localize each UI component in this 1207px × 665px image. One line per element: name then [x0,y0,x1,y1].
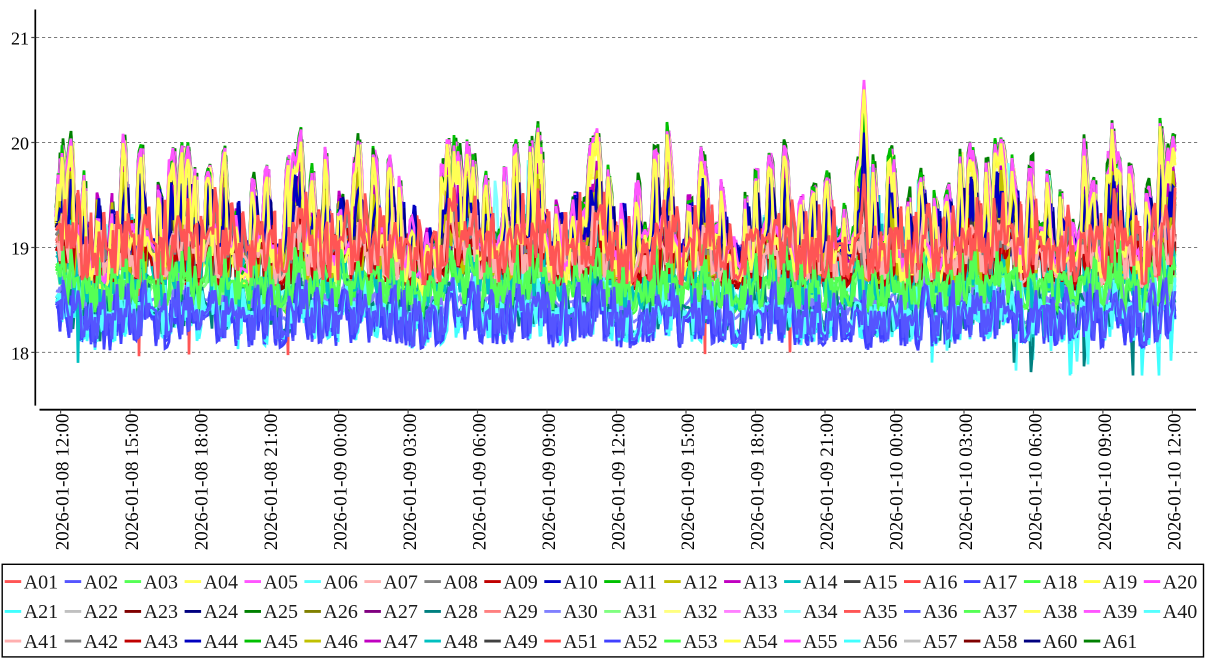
svg-text:A23: A23 [144,601,178,623]
svg-text:A07: A07 [383,571,417,593]
svg-text:A19: A19 [1103,571,1137,593]
svg-text:A41: A41 [24,631,58,653]
svg-text:2026-01-08 21:00: 2026-01-08 21:00 [261,414,282,551]
svg-text:A57: A57 [923,631,957,653]
svg-text:A49: A49 [503,631,537,653]
svg-text:A21: A21 [24,601,58,623]
svg-text:A34: A34 [803,601,837,623]
svg-text:A05: A05 [264,571,298,593]
svg-text:A31: A31 [623,601,657,623]
svg-text:A46: A46 [323,631,357,653]
svg-text:A15: A15 [863,571,897,593]
svg-text:A13: A13 [743,571,777,593]
svg-text:A02: A02 [84,571,118,593]
svg-text:A18: A18 [1043,571,1077,593]
svg-text:A16: A16 [923,571,957,593]
svg-text:A17: A17 [983,571,1017,593]
svg-text:A54: A54 [743,631,777,653]
svg-text:A32: A32 [683,601,717,623]
svg-text:2026-01-09 03:00: 2026-01-09 03:00 [400,414,421,551]
svg-text:A56: A56 [863,631,897,653]
svg-text:A08: A08 [443,571,477,593]
svg-text:A03: A03 [144,571,178,593]
svg-text:2026-01-09 00:00: 2026-01-09 00:00 [331,414,352,551]
svg-text:A25: A25 [264,601,298,623]
svg-text:2026-01-10 09:00: 2026-01-10 09:00 [1095,414,1116,551]
svg-text:2026-01-09 12:00: 2026-01-09 12:00 [608,414,629,551]
svg-text:18: 18 [11,343,29,363]
svg-text:A01: A01 [24,571,58,593]
svg-text:2026-01-10 00:00: 2026-01-10 00:00 [886,414,907,551]
svg-text:A28: A28 [443,601,477,623]
svg-text:A52: A52 [623,631,657,653]
svg-text:2026-01-08 18:00: 2026-01-08 18:00 [192,414,213,551]
svg-text:A22: A22 [84,601,118,623]
svg-text:A44: A44 [204,631,238,653]
svg-text:A61: A61 [1103,631,1137,653]
svg-text:A39: A39 [1103,601,1137,623]
svg-text:2026-01-10 12:00: 2026-01-10 12:00 [1164,414,1185,551]
svg-text:A35: A35 [863,601,897,623]
svg-text:2026-01-09 21:00: 2026-01-09 21:00 [817,414,838,551]
svg-text:19: 19 [11,239,29,259]
svg-text:A53: A53 [683,631,717,653]
svg-text:A04: A04 [204,571,238,593]
svg-text:2026-01-10 06:00: 2026-01-10 06:00 [1025,414,1046,551]
svg-text:A40: A40 [1163,601,1197,623]
svg-text:A26: A26 [323,601,357,623]
svg-text:A58: A58 [983,631,1017,653]
svg-text:2026-01-09 18:00: 2026-01-09 18:00 [747,414,768,551]
svg-text:A14: A14 [803,571,837,593]
svg-text:A29: A29 [503,601,537,623]
svg-text:A20: A20 [1163,571,1197,593]
svg-text:A47: A47 [383,631,417,653]
svg-text:A43: A43 [144,631,178,653]
svg-text:20: 20 [11,134,29,154]
svg-text:A11: A11 [623,571,657,593]
svg-text:A06: A06 [323,571,357,593]
svg-text:21: 21 [11,29,29,49]
svg-text:A24: A24 [204,601,238,623]
svg-text:2026-01-09 06:00: 2026-01-09 06:00 [469,414,490,551]
svg-text:A30: A30 [563,601,597,623]
svg-text:2026-01-09 15:00: 2026-01-09 15:00 [678,414,699,551]
svg-text:A33: A33 [743,601,777,623]
svg-text:2026-01-10 03:00: 2026-01-10 03:00 [956,414,977,551]
svg-text:A60: A60 [1043,631,1077,653]
svg-text:A42: A42 [84,631,118,653]
svg-text:A10: A10 [563,571,597,593]
svg-text:A09: A09 [503,571,537,593]
svg-text:A45: A45 [264,631,298,653]
svg-text:2026-01-08 12:00: 2026-01-08 12:00 [53,414,74,551]
svg-text:A12: A12 [683,571,717,593]
svg-text:2026-01-09 09:00: 2026-01-09 09:00 [539,414,560,551]
svg-text:A37: A37 [983,601,1017,623]
svg-text:A27: A27 [383,601,417,623]
svg-text:A38: A38 [1043,601,1077,623]
svg-text:A48: A48 [443,631,477,653]
svg-text:2026-01-08 15:00: 2026-01-08 15:00 [122,414,143,551]
svg-text:A36: A36 [923,601,957,623]
svg-text:A55: A55 [803,631,837,653]
svg-text:A51: A51 [563,631,597,653]
